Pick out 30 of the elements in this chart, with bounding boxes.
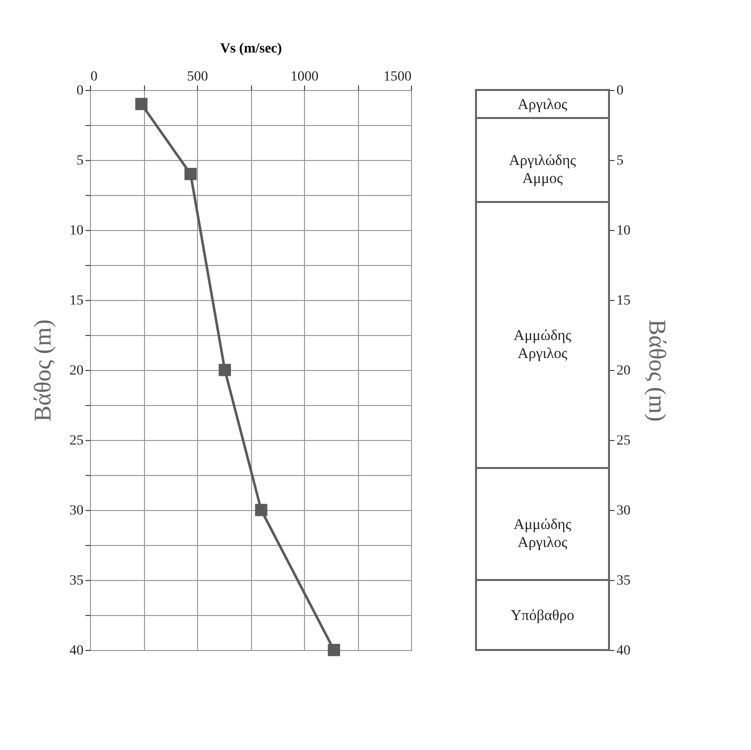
series-label: Υπόβαθρο <box>510 608 574 624</box>
y-tick-label: 5 <box>76 154 84 168</box>
y-tick-label: 0 <box>616 84 624 98</box>
series-label: Αμμώδης Αργιλος <box>514 328 572 362</box>
y-tick-label: 15 <box>616 294 630 308</box>
y-axis-title: Βάθος (m) <box>30 319 56 422</box>
x-tick-label: 0 <box>90 70 98 84</box>
y-tick-label: 35 <box>616 574 630 588</box>
y-axis-title: Βάθος (m) <box>644 319 670 422</box>
x-tick-label: 1000 <box>290 70 318 84</box>
x-tick-label: 1500 <box>384 70 412 84</box>
y-tick-label: 30 <box>70 504 84 518</box>
x-tick-label: 500 <box>187 70 208 84</box>
y-tick-label: 15 <box>70 294 84 308</box>
y-tick-label: 10 <box>70 224 84 238</box>
series-label: Αμμώδης Αργιλος <box>514 517 572 551</box>
y-tick-label: 10 <box>616 224 630 238</box>
y-tick-label: 20 <box>70 364 84 378</box>
series-label: Αργιλος <box>518 97 568 113</box>
y-tick-label: 35 <box>70 574 84 588</box>
y-tick-label: 20 <box>616 364 630 378</box>
y-tick-label: 40 <box>70 644 84 658</box>
y-tick-label: 25 <box>616 434 630 448</box>
y-tick-label: 25 <box>70 434 84 448</box>
y-tick-label: 0 <box>76 84 84 98</box>
y-tick-label: 40 <box>616 644 630 658</box>
x-axis-title: Vs (m/sec) <box>220 42 282 56</box>
y-tick-label: 5 <box>616 154 624 168</box>
series-label: Αργιλώδης Αμμος <box>509 153 576 187</box>
y-tick-label: 30 <box>616 504 630 518</box>
